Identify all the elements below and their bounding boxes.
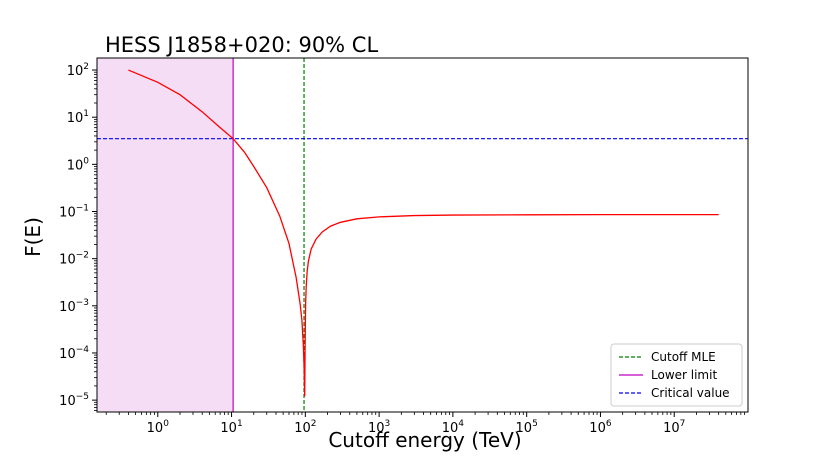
y-tick-label: 10−1 <box>59 204 89 221</box>
y-tick-label: 100 <box>67 156 90 173</box>
y-tick-label: 101 <box>67 109 89 126</box>
y-tick-label: 10−4 <box>59 345 89 362</box>
x-tick-label: 102 <box>294 419 316 436</box>
x-tick-label: 101 <box>220 419 242 436</box>
y-tick-label: 10−3 <box>59 298 89 315</box>
y-tick-label: 10−5 <box>59 392 89 409</box>
shaded-region-layer <box>97 58 234 412</box>
series-line-0 <box>128 69 719 397</box>
plot-frame <box>96 57 749 413</box>
ticks-layer: 100 101 102 103 104 105 106 107 102 101 100 10−1 10−… <box>59 62 746 436</box>
series-layer <box>128 69 719 397</box>
legend-entry-label: Critical value <box>651 386 730 400</box>
lower-limit-shaded-region <box>97 58 234 412</box>
x-tick-label: 104 <box>442 419 465 436</box>
x-axis-label: Cutoff energy (TeV) <box>328 428 521 452</box>
y-tick-label: 10−2 <box>59 251 89 268</box>
chart-title: HESS J1858+020: 90% CL <box>105 33 378 57</box>
x-tick-label: 107 <box>663 419 685 436</box>
y-tick-label: 102 <box>67 62 89 79</box>
y-axis-label: F(E) <box>21 217 45 257</box>
legend-entry-label: Lower limit <box>651 368 717 382</box>
legend-entry-label: Cutoff MLE <box>651 350 716 364</box>
legend-box <box>610 343 743 407</box>
legend: Cutoff MLE Lower limit Critical value <box>610 343 743 407</box>
x-tick-label: 105 <box>516 419 538 436</box>
x-tick-label: 100 <box>147 419 170 436</box>
x-tick-label: 106 <box>589 419 612 436</box>
x-tick-label: 103 <box>368 419 390 436</box>
